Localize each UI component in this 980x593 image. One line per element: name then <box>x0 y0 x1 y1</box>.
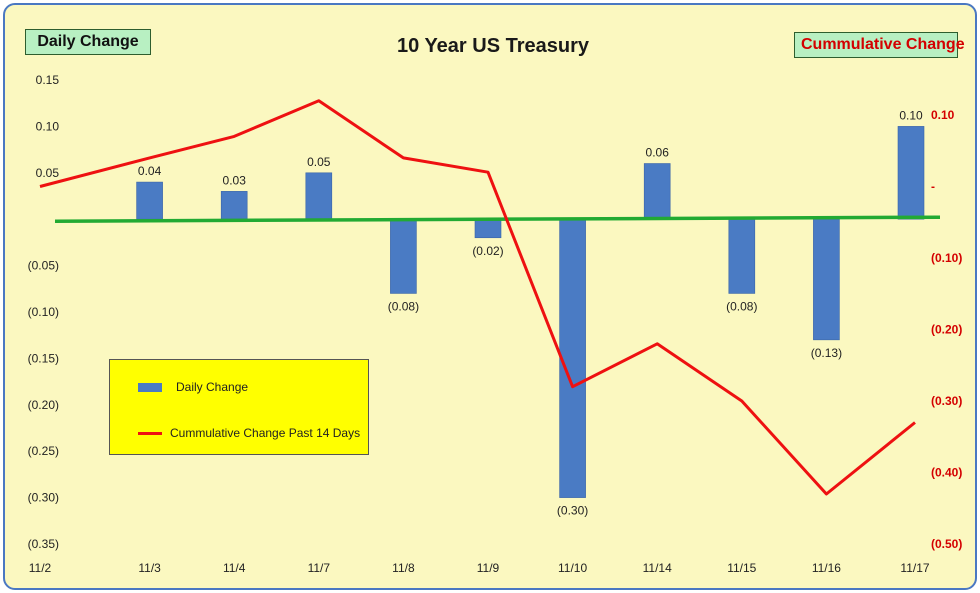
legend-swatch-bar <box>138 382 162 392</box>
y-left-tick-label: (0.10) <box>28 305 59 319</box>
daily-change-axis-tag: Daily Change <box>25 29 151 55</box>
legend-label-daily: Daily Change <box>176 380 249 394</box>
bar-daily-change <box>305 172 333 220</box>
bar-daily-change <box>643 163 671 220</box>
bar-data-label: 0.10 <box>899 108 923 122</box>
y-right-tick-label: (0.20) <box>931 323 962 337</box>
legend-item-cumulative: Cummulative Change Past 14 Days <box>138 426 360 440</box>
chart-legend: Daily Change Cummulative Change Past 14 … <box>109 359 369 455</box>
chart-frame: 0.15 0.10 0.05 - (0.05) (0.10) (0.15) (0.20) (0.… <box>3 3 977 590</box>
bar-daily-change <box>897 126 925 220</box>
legend-swatch-line <box>138 431 162 435</box>
y-left-tick-label: 0.05 <box>36 166 60 180</box>
bar-data-label: (0.08) <box>388 299 419 313</box>
y-left-tick-label: (0.35) <box>28 537 59 551</box>
y-left-tick-label: (0.30) <box>28 491 59 505</box>
cumulative-change-line <box>39 99 916 496</box>
bar-data-label: (0.08) <box>726 299 757 313</box>
x-tick-label: 11/8 <box>392 561 415 575</box>
x-tick-label: 11/3 <box>138 561 161 575</box>
legend-label-cumulative: Cummulative Change Past 14 Days <box>170 426 361 440</box>
x-tick-label: 11/15 <box>727 561 756 575</box>
x-tick-label: 11/10 <box>558 561 587 575</box>
bar-data-label: 0.03 <box>223 173 247 187</box>
bar-daily-change <box>474 218 502 239</box>
chart-title: 10 Year US Treasury <box>397 35 589 57</box>
bar-data-label: 0.05 <box>307 155 331 169</box>
y-left-tick-label: (0.15) <box>28 351 59 365</box>
x-tick-label: 11/2 <box>29 561 52 575</box>
bar-data-label: 0.06 <box>646 146 670 160</box>
y-left-tick-label: 0.15 <box>36 73 60 87</box>
legend-item-daily: Daily Change <box>138 380 248 394</box>
y-right-tick-label: (0.30) <box>931 394 962 408</box>
bar-data-label: 0.04 <box>138 164 162 178</box>
x-tick-label: 11/4 <box>223 561 246 575</box>
y-right-tick-label: (0.40) <box>931 466 962 480</box>
chart-plot: 0.15 0.10 0.05 - (0.05) (0.10) (0.15) (0.20) (0.… <box>28 73 963 575</box>
y-right-tick-label: 0.10 <box>931 108 955 122</box>
bar-data-label: (0.13) <box>811 346 842 360</box>
bar-data-label: (0.02) <box>472 244 503 258</box>
bar-daily-change <box>559 218 586 498</box>
bar-daily-change <box>813 218 840 341</box>
x-tick-label: 11/7 <box>308 561 331 575</box>
bar-daily-change <box>220 191 248 220</box>
x-tick-label: 11/16 <box>812 561 841 575</box>
y-left-tick-label: - <box>55 212 59 226</box>
y-left-tick-label: 0.10 <box>36 119 60 133</box>
y-left-tick-label: (0.05) <box>28 259 59 273</box>
y-left-tick-label: (0.25) <box>28 444 59 458</box>
bar-daily-change <box>390 218 417 294</box>
zero-line <box>54 215 941 223</box>
y-right-tick-label: - <box>931 180 935 194</box>
y-left-tick-label: (0.20) <box>28 398 59 412</box>
x-tick-label: 11/14 <box>643 561 672 575</box>
y-right-tick-label: (0.10) <box>931 251 962 265</box>
bar-data-label: (0.30) <box>557 504 588 518</box>
bar-daily-change <box>136 181 163 220</box>
bar-daily-change <box>728 218 756 294</box>
x-tick-label: 11/17 <box>900 561 929 575</box>
x-tick-label: 11/9 <box>477 561 500 575</box>
y-right-tick-label: (0.50) <box>931 537 962 551</box>
cumulative-change-axis-tag: Cummulative Change <box>794 32 965 58</box>
